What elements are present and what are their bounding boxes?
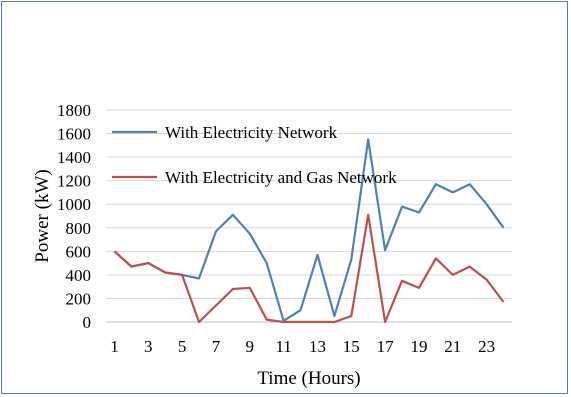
x-axis-ticks: 1 3 5 7 9 11 13 15 17 19 21 23 [110,337,495,356]
y-tick-label: 800 [66,219,92,238]
grid-lines [106,109,512,299]
x-tick-label: 5 [178,337,187,356]
series-line-2 [113,213,505,324]
y-tick-label: 1800 [57,101,91,120]
legend-label-2: With Electricity and Gas Network [165,168,397,187]
y-tick-label: 200 [66,289,92,308]
y-tick-label: 1000 [57,195,91,214]
y-tick-label: 1200 [57,172,91,191]
x-tick-label: 3 [144,337,153,356]
x-tick-label: 17 [377,337,395,356]
x-tick-label: 21 [444,337,461,356]
x-tick-label: 9 [246,337,255,356]
x-tick-label: 7 [212,337,221,356]
series-lines [113,138,505,324]
x-tick-label: 11 [275,337,291,356]
legend-label-1: With Electricity Network [165,123,338,142]
y-tick-label: 600 [66,242,92,261]
y-tick-label: 0 [83,313,92,332]
y-axis-ticks: 0 200 400 600 800 1000 1200 1400 1600 1800 [57,101,91,332]
x-tick-label: 19 [410,337,427,356]
legend: With Electricity Network With Electricity… [112,123,397,187]
x-tick-label: 23 [478,337,495,356]
x-axis-title: Time (Hours) [257,368,360,389]
y-tick-label: 1600 [57,125,91,144]
y-tick-label: 400 [66,266,92,285]
y-tick-label: 1400 [57,148,91,167]
y-axis-title: Power (kW) [32,169,53,262]
x-tick-label: 1 [110,337,119,356]
series-line-1 [113,138,505,322]
x-tick-label: 13 [309,337,326,356]
x-tick-label: 15 [343,337,360,356]
